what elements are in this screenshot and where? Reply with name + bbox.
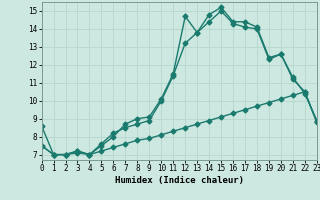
X-axis label: Humidex (Indice chaleur): Humidex (Indice chaleur)	[115, 176, 244, 185]
